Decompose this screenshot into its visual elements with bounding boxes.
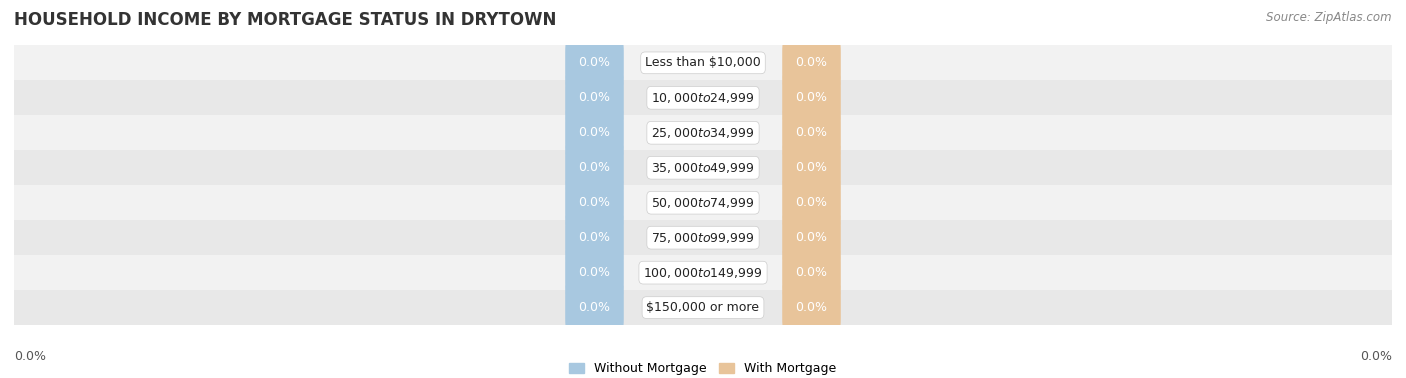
Text: 0.0%: 0.0% <box>796 91 828 104</box>
FancyBboxPatch shape <box>565 70 624 126</box>
FancyBboxPatch shape <box>782 105 841 161</box>
FancyBboxPatch shape <box>565 140 624 196</box>
Text: 0.0%: 0.0% <box>796 126 828 139</box>
Text: Less than $10,000: Less than $10,000 <box>645 56 761 69</box>
FancyBboxPatch shape <box>565 105 624 161</box>
Legend: Without Mortgage, With Mortgage: Without Mortgage, With Mortgage <box>564 357 842 378</box>
FancyBboxPatch shape <box>782 35 841 91</box>
FancyBboxPatch shape <box>565 175 624 231</box>
FancyBboxPatch shape <box>782 210 841 266</box>
Text: $10,000 to $24,999: $10,000 to $24,999 <box>651 91 755 105</box>
FancyBboxPatch shape <box>782 280 841 336</box>
Bar <box>14 185 1392 220</box>
Text: $25,000 to $34,999: $25,000 to $34,999 <box>651 126 755 140</box>
Text: $75,000 to $99,999: $75,000 to $99,999 <box>651 231 755 245</box>
Bar <box>14 115 1392 150</box>
Text: 0.0%: 0.0% <box>578 161 610 174</box>
Text: Source: ZipAtlas.com: Source: ZipAtlas.com <box>1267 11 1392 24</box>
FancyBboxPatch shape <box>565 280 624 336</box>
FancyBboxPatch shape <box>565 210 624 266</box>
Text: 0.0%: 0.0% <box>796 56 828 69</box>
Text: HOUSEHOLD INCOME BY MORTGAGE STATUS IN DRYTOWN: HOUSEHOLD INCOME BY MORTGAGE STATUS IN D… <box>14 11 557 29</box>
FancyBboxPatch shape <box>782 140 841 196</box>
Text: $35,000 to $49,999: $35,000 to $49,999 <box>651 161 755 175</box>
Bar <box>14 45 1392 81</box>
Text: 0.0%: 0.0% <box>796 301 828 314</box>
Text: 0.0%: 0.0% <box>796 266 828 279</box>
Text: 0.0%: 0.0% <box>796 161 828 174</box>
Text: 0.0%: 0.0% <box>578 231 610 244</box>
Text: 0.0%: 0.0% <box>578 91 610 104</box>
Text: $50,000 to $74,999: $50,000 to $74,999 <box>651 196 755 210</box>
FancyBboxPatch shape <box>565 35 624 91</box>
Bar <box>14 81 1392 115</box>
Bar <box>14 255 1392 290</box>
Text: 0.0%: 0.0% <box>578 56 610 69</box>
Bar <box>14 290 1392 325</box>
FancyBboxPatch shape <box>782 245 841 301</box>
Text: 0.0%: 0.0% <box>14 350 46 363</box>
Text: 0.0%: 0.0% <box>578 126 610 139</box>
Text: $150,000 or more: $150,000 or more <box>647 301 759 314</box>
Text: 0.0%: 0.0% <box>796 196 828 209</box>
Bar <box>14 220 1392 255</box>
Bar <box>14 150 1392 185</box>
Text: 0.0%: 0.0% <box>578 266 610 279</box>
Text: 0.0%: 0.0% <box>578 301 610 314</box>
Text: 0.0%: 0.0% <box>1360 350 1392 363</box>
FancyBboxPatch shape <box>782 175 841 231</box>
FancyBboxPatch shape <box>565 245 624 301</box>
Text: 0.0%: 0.0% <box>796 231 828 244</box>
Text: $100,000 to $149,999: $100,000 to $149,999 <box>644 266 762 280</box>
FancyBboxPatch shape <box>782 70 841 126</box>
Text: 0.0%: 0.0% <box>578 196 610 209</box>
